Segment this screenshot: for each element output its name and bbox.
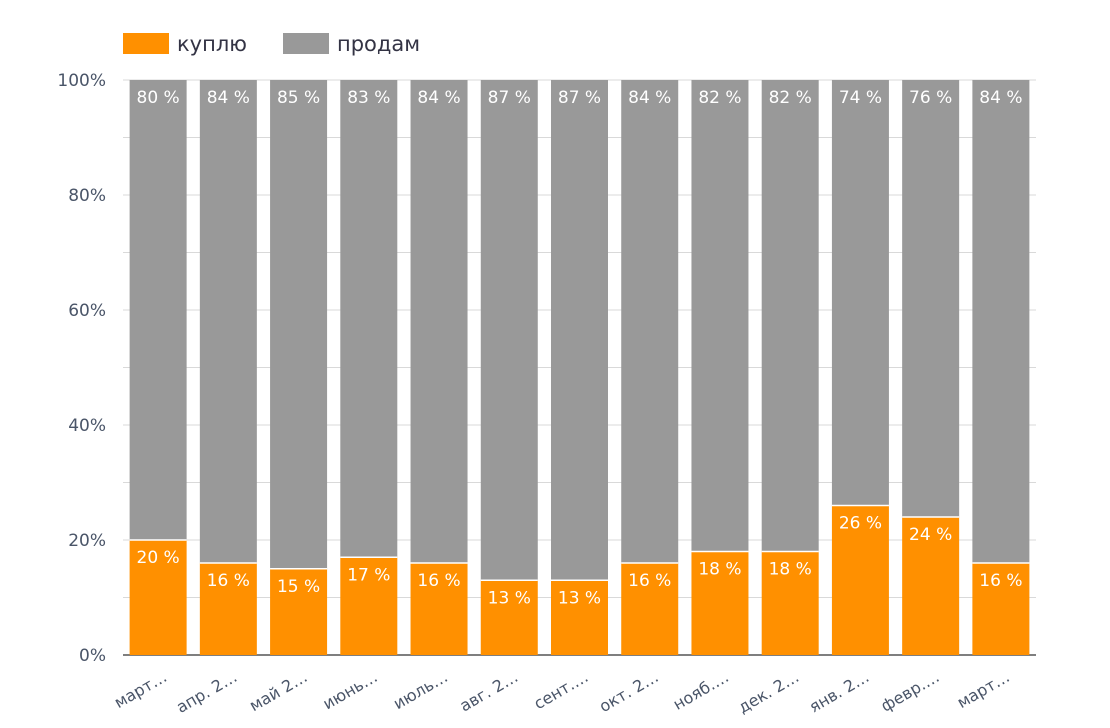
data-label: 82 %: [698, 88, 741, 108]
legend-swatch-0[interactable]: [123, 33, 169, 54]
bar-sell-9[interactable]: [761, 80, 819, 552]
data-label: 87 %: [488, 88, 531, 108]
legend-label-1[interactable]: продам: [337, 32, 420, 56]
bar-buy-9[interactable]: [761, 551, 819, 656]
bar-sell-1[interactable]: [199, 80, 257, 563]
legend-swatch-1[interactable]: [283, 33, 329, 54]
bar-buy-6[interactable]: [551, 580, 608, 655]
bar-buy-7[interactable]: [621, 563, 679, 655]
x-tick-label: нояб.…: [670, 667, 732, 714]
x-axis: март… апр. 2… май 2… июнь… июль… авг. 2… сент.…: [111, 667, 1013, 717]
data-label: 20 %: [137, 548, 180, 568]
data-label: 24 %: [909, 525, 952, 545]
data-label: 15 %: [277, 577, 320, 597]
bar-sell-3[interactable]: [340, 80, 398, 558]
bar-buy-0[interactable]: [129, 540, 187, 655]
data-label: 13 %: [558, 588, 601, 608]
bar-buy-2[interactable]: [270, 568, 328, 655]
data-label: 16 %: [628, 571, 671, 591]
data-label: 16 %: [417, 571, 460, 591]
bar-sell-0[interactable]: [129, 80, 187, 540]
y-tick-label: 40%: [68, 416, 106, 436]
bar-buy-12[interactable]: [972, 563, 1030, 655]
x-tick-label: март…: [111, 667, 170, 712]
data-label: 16 %: [979, 571, 1022, 591]
bars: 20 % 80 % 16 % 84 % 15 % 85 % 17 % 83 % 16 % 84 %…: [129, 80, 1030, 656]
data-label: 84 %: [417, 88, 460, 108]
bar-sell-8[interactable]: [691, 80, 749, 552]
data-label: 76 %: [909, 88, 952, 108]
bar-sell-6[interactable]: [551, 80, 608, 581]
data-label: 84 %: [207, 88, 250, 108]
bar-sell-4[interactable]: [410, 80, 468, 563]
bar-sell-2[interactable]: [270, 80, 328, 569]
x-tick-label: июнь…: [320, 667, 381, 713]
x-tick-label: окт. 2…: [596, 667, 662, 716]
y-tick-label: 0%: [79, 646, 106, 666]
x-tick-label: дек. 2…: [735, 667, 802, 717]
y-tick-label: 20%: [68, 531, 106, 551]
bar-buy-10[interactable]: [831, 505, 889, 656]
data-label: 26 %: [839, 514, 882, 534]
data-label: 17 %: [347, 565, 390, 585]
data-label: 84 %: [979, 88, 1022, 108]
data-label: 16 %: [207, 571, 250, 591]
bar-buy-1[interactable]: [199, 563, 257, 655]
x-tick-label: май 2…: [246, 667, 311, 715]
bar-sell-12[interactable]: [972, 80, 1030, 563]
data-label: 85 %: [277, 88, 320, 108]
y-tick-label: 60%: [68, 301, 106, 321]
y-axis: 0% 20% 40% 60% 80% 100%: [57, 71, 106, 666]
x-tick-label: март…: [954, 667, 1013, 712]
bar-buy-4[interactable]: [410, 563, 468, 655]
x-tick-label: сент.…: [530, 667, 591, 713]
bar-sell-5[interactable]: [480, 80, 538, 581]
x-tick-label: июль…: [390, 667, 451, 713]
data-label: 82 %: [769, 88, 812, 108]
x-tick-label: янв. 2…: [806, 667, 873, 716]
bar-sell-7[interactable]: [621, 80, 679, 563]
data-label: 83 %: [347, 88, 390, 108]
x-tick-label: апр. 2…: [173, 667, 240, 717]
bar-buy-3[interactable]: [340, 557, 398, 655]
data-label: 18 %: [698, 560, 741, 580]
bar-sell-11[interactable]: [902, 80, 960, 517]
bar-buy-5[interactable]: [480, 580, 538, 655]
bar-sell-10[interactable]: [831, 80, 889, 506]
legend-label-0[interactable]: куплю: [177, 32, 247, 56]
x-tick-label: февр.…: [878, 667, 943, 716]
bar-buy-11[interactable]: [902, 517, 960, 655]
y-tick-label: 100%: [57, 71, 106, 91]
x-tick-label: авг. 2…: [456, 667, 521, 715]
y-tick-label: 80%: [68, 186, 106, 206]
data-label: 18 %: [769, 560, 812, 580]
data-label: 13 %: [488, 588, 531, 608]
data-label: 74 %: [839, 88, 882, 108]
bar-buy-8[interactable]: [691, 551, 749, 656]
legend: куплю продам: [123, 32, 420, 56]
data-label: 80 %: [137, 88, 180, 108]
data-label: 87 %: [558, 88, 601, 108]
data-label: 84 %: [628, 88, 671, 108]
